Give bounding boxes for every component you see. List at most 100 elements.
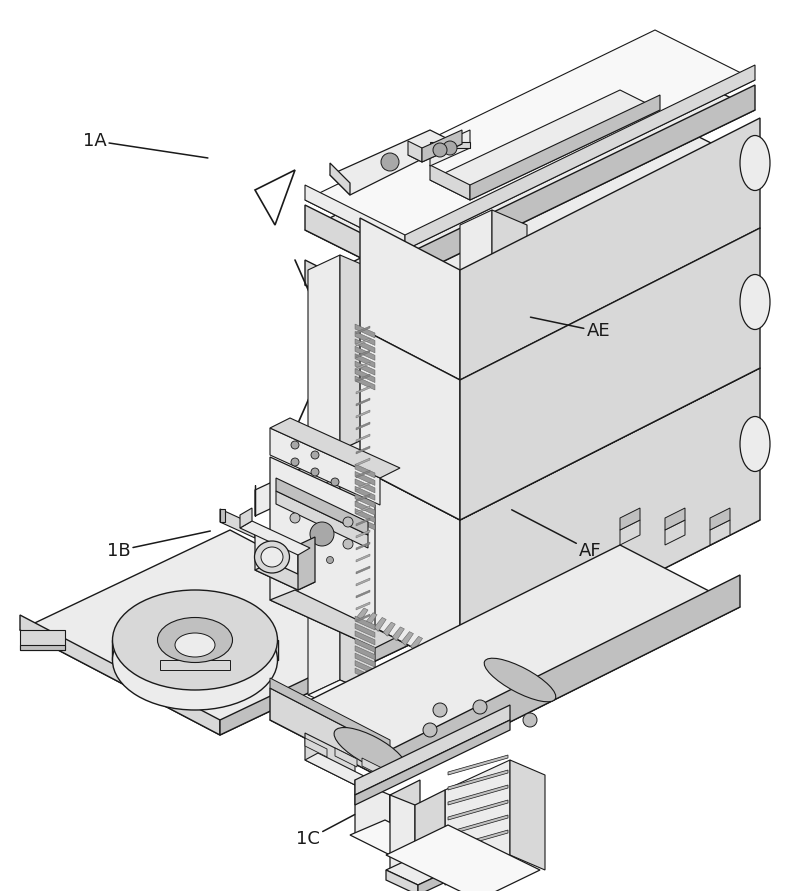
Polygon shape [620,520,640,545]
Polygon shape [308,375,527,495]
Polygon shape [355,646,375,659]
Polygon shape [355,339,375,353]
Polygon shape [356,374,370,382]
Polygon shape [220,509,225,522]
Polygon shape [305,733,355,785]
Polygon shape [405,65,755,250]
Polygon shape [456,660,468,674]
Polygon shape [356,566,370,574]
Polygon shape [20,645,65,650]
Polygon shape [410,636,422,650]
Circle shape [433,143,447,157]
Polygon shape [356,458,370,466]
Circle shape [343,517,353,527]
Polygon shape [355,631,375,645]
Polygon shape [240,521,310,555]
Circle shape [311,468,319,476]
Polygon shape [448,770,508,790]
Polygon shape [276,491,368,548]
Polygon shape [356,554,370,562]
Circle shape [433,703,447,717]
Polygon shape [308,255,340,695]
Circle shape [291,441,299,449]
Polygon shape [305,260,405,335]
Polygon shape [220,620,430,735]
Polygon shape [356,446,370,454]
Polygon shape [356,434,370,442]
Polygon shape [510,760,545,870]
Text: 1C: 1C [296,814,354,848]
Circle shape [473,700,487,714]
Polygon shape [448,785,508,805]
Ellipse shape [740,274,770,330]
Polygon shape [308,425,527,550]
Polygon shape [390,575,740,782]
Polygon shape [356,590,370,598]
Polygon shape [356,326,370,334]
Polygon shape [360,468,760,672]
Circle shape [306,567,314,574]
Ellipse shape [113,590,278,690]
Polygon shape [402,632,414,646]
Polygon shape [405,140,755,335]
Ellipse shape [740,416,770,471]
Polygon shape [356,530,370,538]
Polygon shape [360,176,760,380]
Polygon shape [355,376,375,390]
Circle shape [306,544,314,552]
Polygon shape [448,815,508,835]
Polygon shape [340,255,375,695]
Polygon shape [360,316,760,520]
Polygon shape [356,338,370,346]
Polygon shape [408,141,422,162]
Polygon shape [360,468,460,672]
Polygon shape [460,228,760,520]
Polygon shape [298,537,315,590]
Polygon shape [448,755,508,775]
Polygon shape [355,347,375,360]
Polygon shape [270,457,375,648]
Polygon shape [710,520,730,545]
Ellipse shape [158,617,233,663]
Polygon shape [430,142,470,148]
Polygon shape [20,630,65,650]
Polygon shape [438,650,450,665]
Polygon shape [445,760,510,885]
Circle shape [331,478,339,486]
Circle shape [326,557,334,563]
Ellipse shape [334,728,406,772]
Polygon shape [276,478,368,535]
Polygon shape [392,627,404,641]
Circle shape [311,451,319,459]
Circle shape [290,513,300,523]
Polygon shape [305,753,368,785]
Polygon shape [355,653,375,667]
Polygon shape [355,464,375,478]
Polygon shape [365,613,377,626]
Circle shape [291,543,301,553]
Polygon shape [355,638,375,652]
Polygon shape [356,518,370,526]
Text: 1B: 1B [106,531,210,560]
Polygon shape [415,790,445,880]
Polygon shape [355,624,375,637]
Polygon shape [355,494,375,508]
Polygon shape [355,471,375,486]
Polygon shape [220,509,255,538]
Polygon shape [356,350,370,358]
Polygon shape [355,331,375,346]
Polygon shape [356,578,370,586]
Polygon shape [356,608,368,622]
Polygon shape [356,398,370,406]
Polygon shape [374,617,386,632]
Polygon shape [360,218,460,380]
Ellipse shape [261,547,283,567]
Polygon shape [355,369,375,382]
Polygon shape [305,30,755,250]
Polygon shape [430,130,470,166]
Polygon shape [620,508,640,530]
Ellipse shape [254,541,290,573]
Circle shape [317,525,327,535]
Polygon shape [355,501,375,515]
Polygon shape [355,324,375,338]
